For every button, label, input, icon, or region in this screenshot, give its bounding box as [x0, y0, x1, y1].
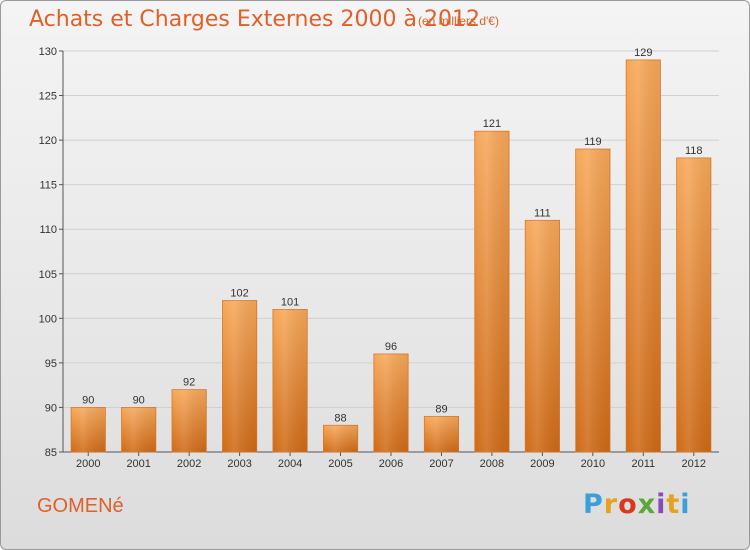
x-tick-label: 2005 [328, 458, 352, 470]
logo-letter: o [618, 489, 638, 520]
x-tick-label: 2008 [480, 458, 504, 470]
x-tick-label: 2010 [581, 458, 605, 470]
x-tick-label: 2003 [227, 458, 251, 470]
data-label: 92 [183, 377, 195, 389]
y-tick-label: 125 [39, 91, 57, 103]
y-tick-label: 105 [39, 269, 57, 281]
bar-shine [71, 407, 106, 452]
logo-letter: x [637, 489, 657, 520]
bar-shine [626, 59, 661, 453]
y-tick-label: 85 [45, 447, 57, 459]
data-label: 90 [133, 394, 145, 406]
bar-shine [575, 149, 611, 452]
x-tick-label: 2006 [379, 458, 403, 470]
data-label: 119 [584, 136, 602, 148]
x-tick-label: 2009 [530, 458, 554, 470]
label-layer: 2000 90 2001 90 2002 92 2003 102 2004 101 2005 88 20… [76, 47, 706, 470]
logo-letter: P [583, 489, 604, 520]
bar-shine [171, 389, 207, 452]
x-tick-label: 2007 [429, 458, 453, 470]
bar-shine [272, 309, 308, 452]
proxiti-logo[interactable]: Proxiti [583, 489, 691, 520]
data-label: 121 [483, 118, 501, 130]
chart-title: Achats et Charges Externes 2000 à 2012 [29, 7, 480, 32]
y-tick-label: 100 [39, 313, 57, 325]
bar-shine [676, 157, 711, 452]
bar-shine [525, 220, 560, 452]
logo-letter: t [666, 489, 681, 520]
data-label: 129 [634, 47, 652, 59]
chart-subtitle: (en milliers d'€) [418, 14, 499, 28]
y-tick-label: 110 [39, 224, 57, 236]
data-label: 111 [534, 207, 551, 219]
x-tick-label: 2011 [631, 458, 655, 470]
commune-name: GOMENé [37, 495, 124, 517]
data-label: 96 [385, 341, 397, 353]
bar-shine [323, 425, 358, 452]
y-tick-label: 115 [39, 180, 57, 192]
data-label: 88 [334, 412, 346, 424]
y-tick-label: 90 [45, 402, 57, 414]
x-tick-label: 2004 [278, 458, 302, 470]
y-tick-label: 130 [39, 46, 57, 58]
data-label: 101 [281, 296, 299, 308]
bar-shine [373, 353, 409, 452]
bar-shine [222, 300, 257, 452]
data-label: 90 [82, 394, 94, 406]
bar-shine [474, 131, 510, 452]
logo-letter: i [680, 489, 691, 520]
x-tick-label: 2000 [76, 458, 100, 470]
x-tick-label: 2001 [126, 458, 150, 470]
bar-shine [121, 407, 156, 452]
y-tick-label: 95 [45, 358, 57, 370]
data-label: 118 [685, 145, 703, 157]
x-tick-label: 2012 [682, 458, 706, 470]
data-label: 102 [230, 288, 248, 300]
logo-letter: i [656, 489, 667, 520]
bar-layer [70, 59, 712, 453]
y-tick-label: 120 [39, 135, 57, 147]
x-tick-label: 2002 [177, 458, 201, 470]
data-label: 89 [435, 403, 447, 415]
logo-letter: r [603, 489, 619, 520]
bar-shine [424, 416, 459, 452]
